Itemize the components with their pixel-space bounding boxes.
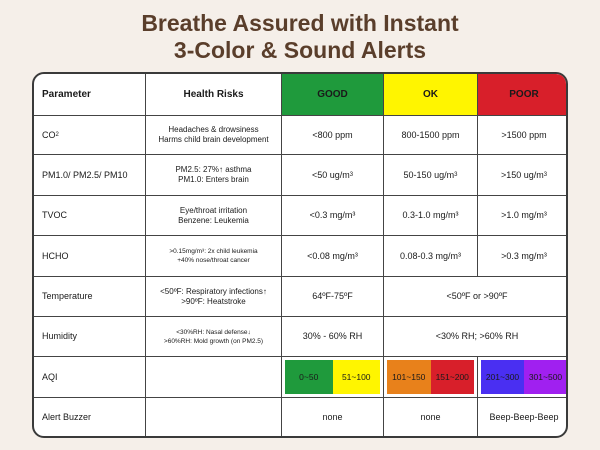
tvoc-good: <0.3 mg/m³ [282,196,384,236]
risk-hcho-line1: >0.15mg/m³: 2x child leukemia [169,248,258,255]
risk-temperature: <50ºF: Respiratory infections↑ >90ºF: He… [146,277,282,317]
risk-co2-line2: Harms child brain development [158,135,269,144]
co2-good: <800 ppm [282,116,384,155]
pm-ok: 50-150 ug/m 3 [384,155,478,196]
risk-humidity-line2: >60%RH: Mold growth (on PM2.5) [163,337,264,345]
param-hcho: HCHO [34,236,146,277]
tvoc-poor: >1.0 mg/m³ [478,196,566,236]
aqi-good: 0~50 51~100 [282,357,384,398]
pm-good-value: <50 ug/m [311,169,350,180]
risk-humidity-line1: <30%RH: Nasal defense↓ [176,328,251,336]
param-pm: PM1.0/ PM2.5/ PM10 [34,155,146,196]
pm-ok-unit-sup: 3 [454,171,458,178]
header-ok: OK [384,74,478,116]
risk-tvoc: Eye/throat irritation Benzene: Leukemia [146,196,282,236]
tvoc-ok: 0.3-1.0 mg/m³ [384,196,478,236]
risk-pm-line2: PM1.0: Enters brain [178,175,249,184]
param-co2: CO 2 [34,116,146,155]
risk-pm: PM2.5: 27%↑ asthma PM1.0: Enters brain [146,155,282,196]
param-humidity: Humidity [34,317,146,357]
header-health-risks: Health Risks [146,74,282,116]
param-co2-sub: 2 [55,131,59,138]
param-temperature: Temperature [34,277,146,317]
alert-table: Parameter Health Risks GOOD OK POOR CO 2 … [32,72,568,438]
header-good: GOOD [282,74,384,116]
risk-temperature-line2: >90ºF: Heatstroke [181,296,246,306]
aqi-ok-low: 101~150 [387,360,431,394]
title-line-1: Breathe Assured with Instant [141,10,459,36]
co2-ok: 800-1500 ppm [384,116,478,155]
aqi-ok: 101~150 151~200 [384,357,478,398]
risk-aqi [146,357,282,398]
risk-hcho: >0.15mg/m³: 2x child leukemia +40% nose/… [146,236,282,277]
header-poor: POOR [478,74,566,116]
hcho-good: <0.08 mg/m³ [282,236,384,277]
risk-hcho-line2: +40% nose/throat cancer [177,257,250,264]
title-line-2: 3-Color & Sound Alerts [173,37,427,63]
hcho-poor: >0.3 mg/m³ [478,236,566,277]
param-buzzer: Alert Buzzer [34,398,146,436]
aqi-good-high: 51~100 [332,360,380,394]
risk-buzzer [146,398,282,436]
header-parameter: Parameter [34,74,146,116]
risk-temperature-line1: <50ºF: Respiratory infections↑ [160,286,267,296]
aqi-poor-high: 301~500 [524,360,566,394]
risk-co2-line1: Headaches & drowsiness [168,125,259,134]
pm-poor-value: >150 ug/m [500,169,544,180]
risk-tvoc-line2: Benzene: Leukemia [178,215,249,225]
pm-ok-value: 50-150 ug/m [403,169,455,180]
param-tvoc: TVOC [34,196,146,236]
humidity-ok-poor: <30% RH; >60% RH [384,317,566,357]
page-title: Breathe Assured with Instant 3-Color & S… [0,10,600,64]
pm-poor: >150 ug/m 3 [478,155,566,196]
buzzer-good: none [282,398,384,436]
co2-poor: >1500 ppm [478,116,566,155]
aqi-poor: 201~300 301~500 [478,357,566,398]
pm-poor-unit-sup: 3 [543,171,548,178]
risk-humidity: <30%RH: Nasal defense↓ >60%RH: Mold grow… [146,317,282,357]
temperature-good: 64ºF-75ºF [282,277,384,317]
risk-pm-line1: PM2.5: 27%↑ asthma [175,165,252,174]
pm-good: <50 ug/m 3 [282,155,384,196]
pm-good-unit-sup: 3 [349,171,354,178]
param-co2-main: CO [42,129,56,140]
aqi-good-low: 0~50 [285,360,333,394]
risk-tvoc-line1: Eye/throat irritation [179,205,248,215]
aqi-ok-high: 151~200 [430,360,474,394]
param-aqi: AQI [34,357,146,398]
hcho-ok: 0.08-0.3 mg/m³ [384,236,478,277]
temperature-ok-poor: <50ºF or >90ºF [384,277,566,317]
aqi-poor-low: 201~300 [481,360,524,394]
buzzer-poor: Beep-Beep-Beep [489,411,559,422]
risk-co2: Headaches & drowsiness Harms child brain… [146,116,282,155]
buzzer-ok: none [384,398,478,436]
humidity-good: 30% - 60% RH [282,317,384,357]
